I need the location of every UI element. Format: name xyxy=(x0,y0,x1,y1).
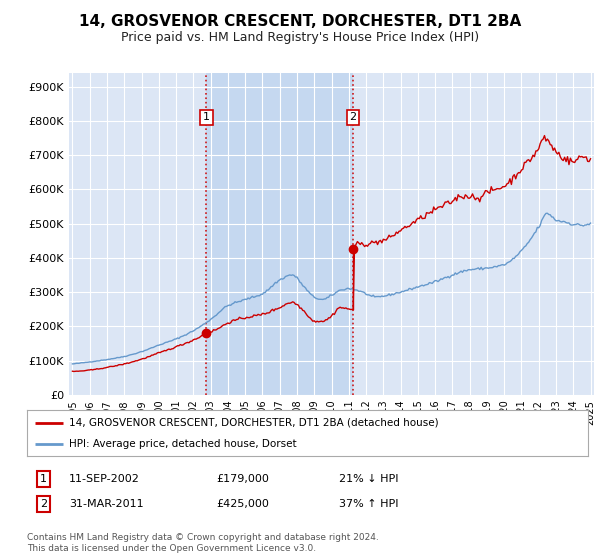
Text: 37% ↑ HPI: 37% ↑ HPI xyxy=(339,499,398,509)
Text: 21% ↓ HPI: 21% ↓ HPI xyxy=(339,474,398,484)
Text: 1: 1 xyxy=(40,474,47,484)
Text: Price paid vs. HM Land Registry's House Price Index (HPI): Price paid vs. HM Land Registry's House … xyxy=(121,31,479,44)
Text: £179,000: £179,000 xyxy=(216,474,269,484)
Text: 14, GROSVENOR CRESCENT, DORCHESTER, DT1 2BA (detached house): 14, GROSVENOR CRESCENT, DORCHESTER, DT1 … xyxy=(69,418,439,428)
Text: Contains HM Land Registry data © Crown copyright and database right 2024.
This d: Contains HM Land Registry data © Crown c… xyxy=(27,533,379,553)
Text: £425,000: £425,000 xyxy=(216,499,269,509)
Text: 2: 2 xyxy=(350,113,356,122)
Text: 1: 1 xyxy=(203,113,210,122)
Text: 11-SEP-2002: 11-SEP-2002 xyxy=(69,474,140,484)
Text: 31-MAR-2011: 31-MAR-2011 xyxy=(69,499,143,509)
Bar xyxy=(206,73,353,395)
Text: 14, GROSVENOR CRESCENT, DORCHESTER, DT1 2BA: 14, GROSVENOR CRESCENT, DORCHESTER, DT1 … xyxy=(79,14,521,29)
Text: HPI: Average price, detached house, Dorset: HPI: Average price, detached house, Dors… xyxy=(69,439,296,449)
Text: 2: 2 xyxy=(40,499,47,509)
